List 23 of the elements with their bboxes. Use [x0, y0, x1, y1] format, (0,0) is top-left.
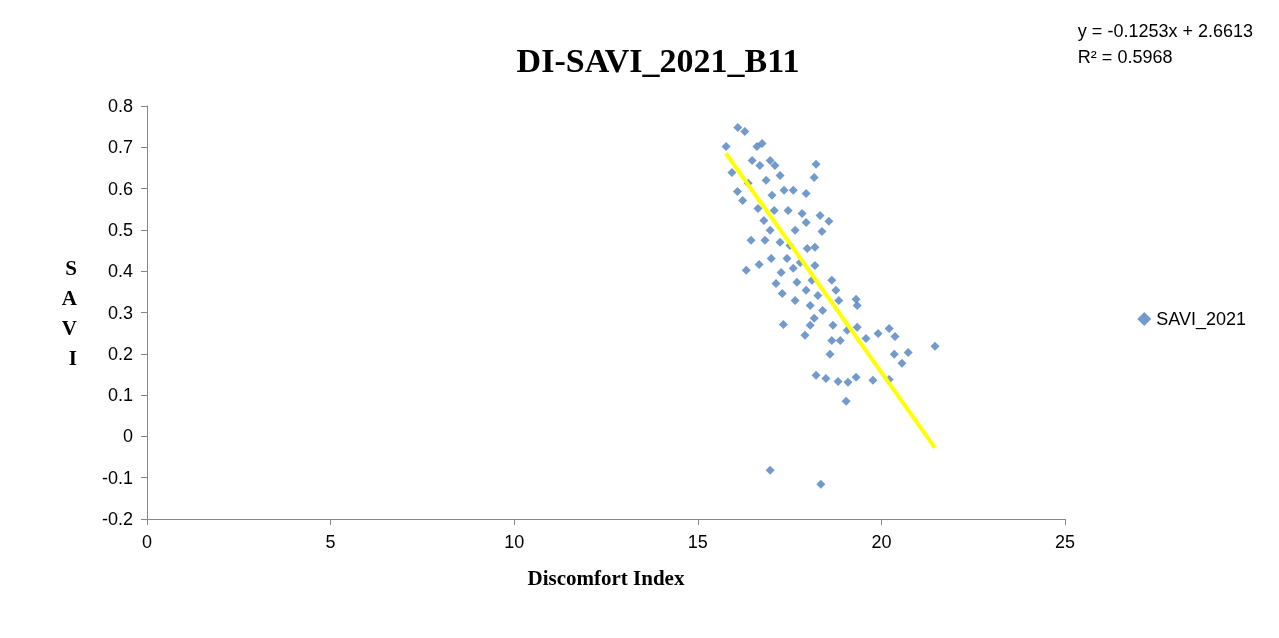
y-axis-title: SAVI — [61, 255, 78, 370]
y-tick-label: -0.1 — [101, 467, 133, 488]
y-tick-label: 0.7 — [107, 137, 133, 158]
y-tick-label: 0.2 — [107, 343, 133, 364]
chart-title: DI-SAVI_2021_B11 — [516, 41, 800, 79]
x-tick-label: 0 — [141, 532, 153, 552]
y-tick-label: 0.8 — [107, 96, 133, 116]
x-tick-label: 15 — [687, 532, 708, 552]
y-tick-label: 0.5 — [107, 219, 133, 240]
x-tick-label: 20 — [871, 532, 892, 552]
y-tick-label: 0.4 — [107, 261, 133, 282]
x-axis-title: Discomfort Index — [527, 565, 685, 590]
text: R² = 0.5968 — [1077, 47, 1173, 67]
text: y = -0.1253x + 2.6613 — [1077, 21, 1254, 41]
y-tick-label: 0.3 — [107, 302, 133, 323]
x-tick-label: 25 — [1054, 532, 1076, 552]
x-tick-label: 10 — [504, 532, 525, 552]
legend-label: SAVI_2021 — [1156, 309, 1247, 330]
x-tick-label: 5 — [325, 532, 336, 552]
y-tick-label: 0 — [122, 426, 133, 447]
y-tick-label: -0.2 — [101, 509, 133, 529]
y-tick-label: 0.6 — [107, 178, 133, 199]
y-tick-label: 0.1 — [107, 385, 133, 406]
